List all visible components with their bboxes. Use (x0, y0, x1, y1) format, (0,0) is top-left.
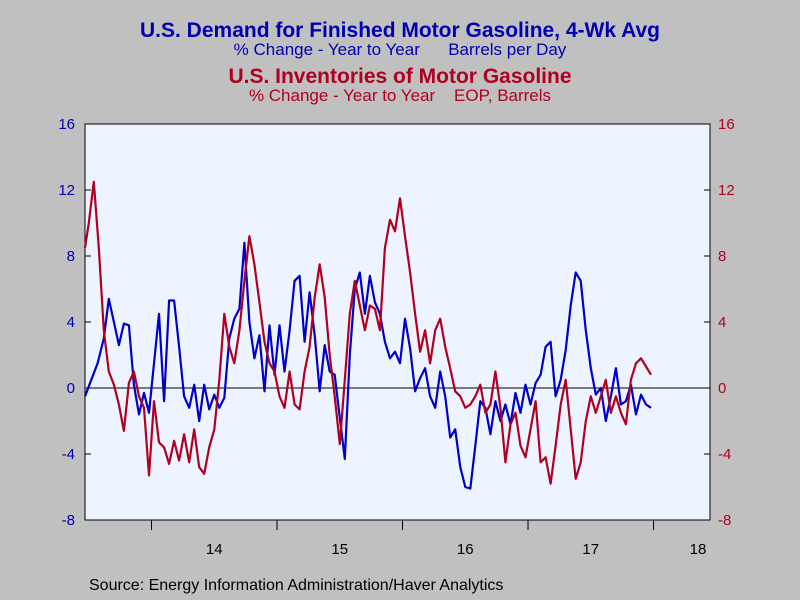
y-right-tick-label: -8 (718, 512, 731, 529)
y-left-tick-label: 4 (67, 314, 75, 331)
y-right-tick-label: 8 (718, 248, 726, 265)
y-left-tick-label: -8 (62, 512, 75, 529)
y-right-tick-label: -4 (718, 446, 731, 463)
y-left-tick-label: 16 (58, 116, 75, 133)
inventory-chart-title: U.S. Inventories of Motor Gasoline (228, 65, 572, 88)
inventory-chart-subtitle: % Change - Year to Year EOP, Barrels (248, 86, 552, 105)
y-right-tick-label: 4 (718, 314, 726, 331)
inventory-series-line (83, 180, 652, 485)
plot-area (84, 123, 711, 521)
x-tick-label: 17 (582, 541, 599, 558)
x-tick-label: 14 (206, 541, 223, 558)
y-right-tick-label: 16 (718, 116, 735, 133)
y-left-tick-label: 0 (67, 380, 75, 397)
x-tick-label: 18 (690, 541, 707, 558)
y-left-tick-label: 12 (58, 182, 75, 199)
y-right-tick-label: 0 (718, 380, 726, 397)
x-tick-label: 15 (331, 541, 348, 558)
demand-chart-subtitle: % Change - Year to Year Barrels per Day (233, 40, 567, 59)
demand-series-line (83, 241, 652, 490)
demand-chart-title: U.S. Demand for Finished Motor Gasoline,… (140, 19, 660, 42)
source-note: Source: Energy Information Administratio… (89, 577, 504, 594)
y-left-tick-label: -4 (62, 446, 75, 463)
y-right-tick-label: 12 (718, 182, 735, 199)
y-left-tick-label: 8 (67, 248, 75, 265)
x-tick-label: 16 (457, 541, 474, 558)
